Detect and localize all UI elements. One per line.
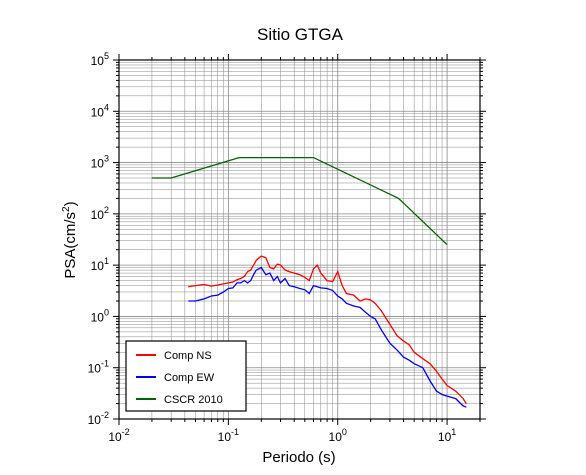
y-tick-label-exponent: 0 [104, 307, 109, 317]
grid [118, 59, 481, 420]
x-tick-label: 101 [438, 427, 456, 444]
y-axis-label: PSA(cm/s2) [61, 201, 79, 278]
y-tick-label-base: 10 [88, 362, 102, 376]
y-tick-label-exponent: 3 [104, 154, 109, 164]
x-tick-label: 10-2 [108, 427, 129, 444]
y-tick-label-base: 10 [91, 105, 105, 119]
y-tick-label: 10-1 [88, 359, 109, 376]
y-tick-label-base: 10 [88, 413, 102, 427]
y-tick-label-exponent: 4 [104, 102, 109, 112]
x-tick-label: 100 [329, 427, 347, 444]
y-tick-label-base: 10 [91, 259, 105, 273]
y-axis-label-sup: 2 [61, 206, 72, 212]
legend: Comp NS Comp EW CSCR 2010 [125, 340, 247, 412]
y-tick-label-base: 10 [91, 310, 105, 324]
y-tick-label-base: 10 [91, 157, 105, 171]
series-group [151, 156, 467, 408]
x-axis-label: Periodo (s) [262, 449, 335, 466]
y-tick-label-exponent: -2 [101, 410, 109, 420]
y-tick-label: 100 [91, 307, 109, 324]
x-tick-label: 10-1 [218, 427, 239, 444]
y-tick-label: 102 [91, 205, 109, 222]
y-tick-label: 104 [91, 102, 109, 119]
legend-label: Comp EW [164, 372, 215, 384]
x-axis: 10-2 10-1 100 101 [108, 54, 481, 444]
x-tick-label-exponent: -2 [122, 427, 130, 437]
series-line-1 [188, 266, 467, 408]
x-tick-label-base: 10 [108, 430, 122, 444]
x-tick-label-base: 10 [438, 430, 452, 444]
y-tick-label-exponent: 1 [104, 256, 109, 266]
y-tick-label-exponent: -1 [101, 359, 109, 369]
plot-frame [118, 59, 481, 420]
y-axis-label-prefix: PSA(cm/s [62, 212, 79, 279]
x-tick-label-base: 10 [329, 430, 343, 444]
y-tick-label-base: 10 [91, 208, 105, 222]
legend-label: CSCR 2010 [164, 394, 223, 406]
y-tick-label: 103 [91, 154, 109, 171]
series-line-2 [151, 156, 448, 246]
x-tick-label-exponent: 1 [451, 427, 456, 437]
y-tick-label-base: 10 [91, 54, 105, 68]
chart-title: Sitio GTGA [257, 25, 344, 44]
x-tick-label-exponent: -1 [231, 427, 239, 437]
y-tick-label: 105 [91, 51, 109, 68]
y-tick-label-exponent: 5 [104, 51, 109, 61]
y-tick-label: 10-2 [88, 410, 109, 427]
y-axis-label-suffix: ) [62, 201, 79, 206]
x-tick-label-base: 10 [218, 430, 232, 444]
x-tick-label-exponent: 0 [342, 427, 347, 437]
y-tick-label: 101 [91, 256, 109, 273]
series-line-0 [188, 255, 467, 404]
legend-label: Comp NS [164, 350, 212, 362]
y-tick-label-exponent: 2 [104, 205, 109, 215]
